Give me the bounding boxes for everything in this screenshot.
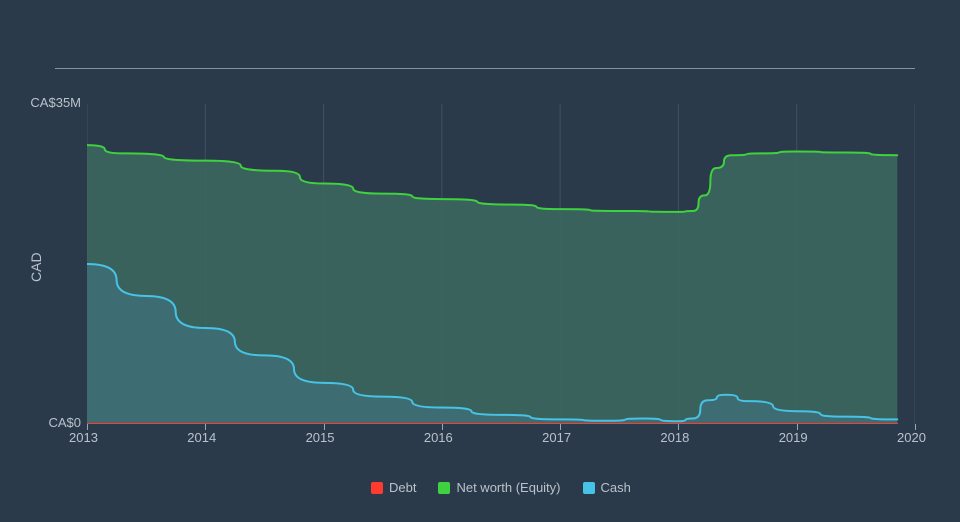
chart-legend: Debt Net worth (Equity) Cash [371, 480, 631, 495]
divider-rule [55, 68, 915, 69]
x-tick-mark [324, 424, 325, 430]
x-tick-label: 2016 [424, 430, 453, 445]
x-tick-mark [205, 424, 206, 430]
legend-swatch-cash [583, 482, 595, 494]
legend-item-equity[interactable]: Net worth (Equity) [438, 480, 560, 495]
legend-swatch-equity [438, 482, 450, 494]
plot-area [87, 104, 915, 424]
y-tick-label: CA$0 [48, 415, 81, 430]
x-tick-label: 2015 [306, 430, 335, 445]
x-tick-label: 2020 [897, 430, 926, 445]
legend-item-debt[interactable]: Debt [371, 480, 416, 495]
x-tick-mark [87, 424, 88, 430]
chart-frame: CAD CA$0 CA$35M 2013 2014 2015 2016 2017 2018 2… [0, 0, 960, 522]
x-tick-mark [797, 424, 798, 430]
x-tick-label: 2014 [187, 430, 216, 445]
x-tick-mark [442, 424, 443, 430]
x-tick-label: 2019 [779, 430, 808, 445]
x-tick-label: 2017 [542, 430, 571, 445]
y-tick-label: CA$35M [30, 95, 81, 110]
legend-label: Cash [601, 480, 631, 495]
legend-item-cash[interactable]: Cash [583, 480, 631, 495]
area-chart-svg [87, 104, 915, 424]
x-tick-label: 2013 [69, 430, 98, 445]
y-axis-label: CAD [28, 252, 44, 282]
legend-swatch-debt [371, 482, 383, 494]
x-tick-mark [678, 424, 679, 430]
x-tick-mark [915, 424, 916, 430]
x-tick-mark [560, 424, 561, 430]
legend-label: Net worth (Equity) [456, 480, 560, 495]
legend-label: Debt [389, 480, 416, 495]
x-tick-label: 2018 [660, 430, 689, 445]
